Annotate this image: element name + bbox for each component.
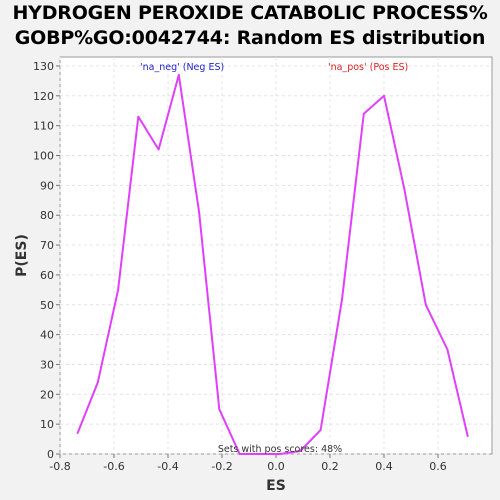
y-tick-label: 80 — [40, 209, 54, 222]
series-point — [341, 297, 344, 300]
series-point — [403, 187, 406, 190]
x-tick-label: 0.2 — [321, 460, 339, 473]
series-point — [177, 74, 180, 76]
y-tick-label: 20 — [40, 388, 54, 401]
x-tick-label: -0.6 — [103, 460, 124, 473]
legend-pos: 'na_pos' (Pos ES) — [328, 62, 408, 73]
series-line — [76, 73, 469, 455]
series-layer — [76, 73, 469, 455]
y-tick-label: 110 — [33, 120, 54, 133]
y-tick-label: 100 — [33, 150, 54, 163]
y-tick-label: 120 — [33, 90, 54, 103]
series-point — [198, 211, 200, 214]
grid-lines — [59, 57, 492, 455]
series-point — [446, 348, 449, 351]
series-point — [137, 115, 140, 118]
series-point — [383, 94, 385, 97]
y-tick-label: 0 — [47, 448, 54, 461]
y-tick-label: 50 — [40, 299, 54, 312]
y-axis-label: P(ES) — [14, 234, 30, 277]
chart-title-line1: HYDROGEN PEROXIDE CATABOLIC PROCESS% — [12, 2, 488, 24]
axes: 0 10 20 30 40 50 60 70 80 90 100 110 120 130 -0.8 -0.6 -… — [33, 60, 447, 473]
y-tick-label: 30 — [40, 358, 54, 371]
series-point — [218, 408, 221, 411]
series-point — [157, 148, 160, 151]
y-tick-label: 60 — [40, 269, 54, 282]
x-tick-label: -0.8 — [49, 460, 70, 473]
x-tick-label: -0.2 — [211, 460, 232, 473]
series-point — [258, 453, 261, 455]
x-axis-label: ES — [266, 478, 286, 494]
series-point — [299, 450, 302, 452]
x-tick-label: -0.4 — [157, 460, 178, 473]
series-point — [466, 435, 469, 437]
series-point — [96, 381, 99, 384]
legend-neg: 'na_neg' (Neg ES) — [140, 62, 224, 73]
y-tick-label: 130 — [33, 60, 54, 73]
pos-scores-annotation: Sets with pos scores: 48% — [218, 444, 342, 455]
x-tick-label: 0.6 — [429, 460, 447, 473]
series-point — [362, 112, 365, 115]
y-tick-label: 70 — [40, 239, 54, 252]
series-point — [319, 429, 322, 432]
series-point — [238, 453, 241, 455]
series-point — [424, 303, 427, 306]
x-tick-label: 0.0 — [267, 460, 285, 473]
y-tick-label: 10 — [40, 418, 54, 431]
series-point — [279, 453, 281, 455]
series-point — [117, 288, 119, 291]
chart-title-line2: GOBP%GO:0042744: Random ES distribution — [14, 27, 486, 49]
series-point — [76, 432, 79, 435]
y-tick-label: 90 — [40, 179, 54, 192]
y-tick-label: 40 — [40, 329, 54, 342]
x-tick-label: 0.4 — [375, 460, 393, 473]
